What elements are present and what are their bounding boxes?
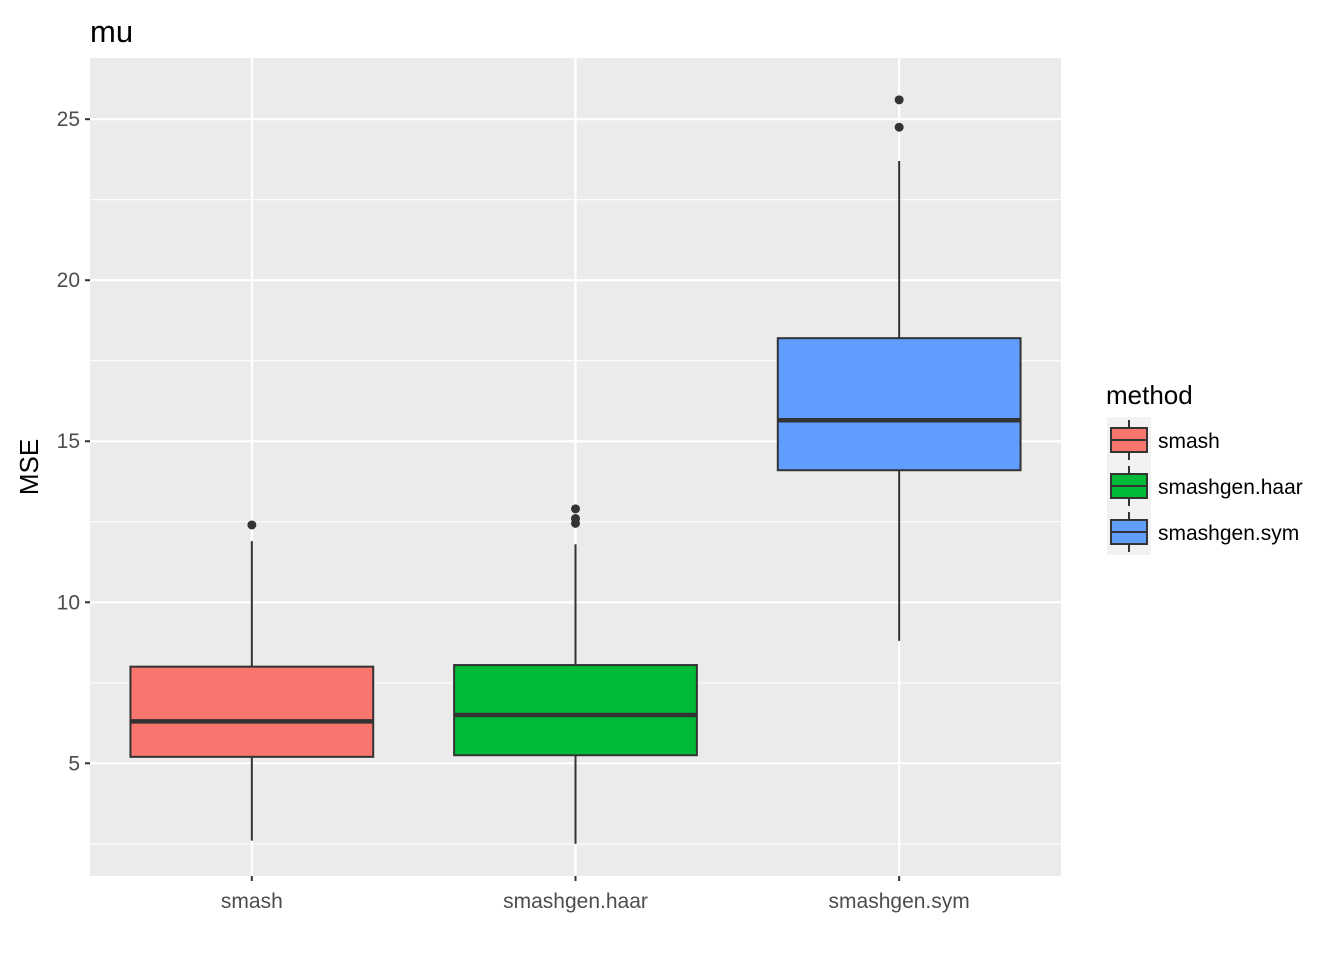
- outlier-point: [571, 504, 580, 514]
- legend-key-smashgen.sym: smashgen.sym: [1107, 509, 1299, 555]
- x-tick-label: smash: [221, 890, 283, 913]
- y-tick-label: 5: [68, 752, 80, 775]
- legend-label: smashgen.haar: [1158, 476, 1303, 499]
- y-axis-title: MSE: [14, 439, 44, 495]
- x-tick-label: smashgen.sym: [829, 890, 970, 913]
- box-smash: [129, 520, 375, 841]
- chart-title: mu: [90, 14, 133, 49]
- legend-title: method: [1106, 380, 1193, 410]
- box-layer: [129, 95, 1022, 844]
- box-smashgen.sym: [776, 95, 1022, 641]
- y-tick-label: 10: [57, 591, 80, 614]
- box-rect: [776, 337, 1022, 472]
- legend-key-smash: smash: [1107, 417, 1220, 463]
- y-tick-label: 15: [57, 430, 80, 453]
- x-axis: smash smashgen.haar smashgen.sym: [221, 876, 970, 913]
- legend: method smash smashgen.haar smashgen.sym: [1106, 380, 1303, 555]
- legend-label: smash: [1158, 430, 1220, 453]
- x-tick-label: smashgen.haar: [503, 890, 648, 913]
- outlier-point: [571, 514, 580, 524]
- box-rect: [453, 664, 698, 757]
- y-tick-label: 25: [57, 108, 80, 131]
- outlier-point: [247, 520, 257, 530]
- legend-label: smashgen.sym: [1158, 522, 1299, 545]
- y-axis: 5 10 15 20 25: [57, 108, 90, 775]
- y-tick-label: 20: [57, 269, 80, 292]
- box-rect: [129, 665, 375, 758]
- legend-key-smashgen.haar: smashgen.haar: [1107, 463, 1303, 509]
- box-smashgen.haar: [453, 504, 698, 844]
- outlier-point: [894, 95, 904, 105]
- outlier-point: [894, 122, 904, 132]
